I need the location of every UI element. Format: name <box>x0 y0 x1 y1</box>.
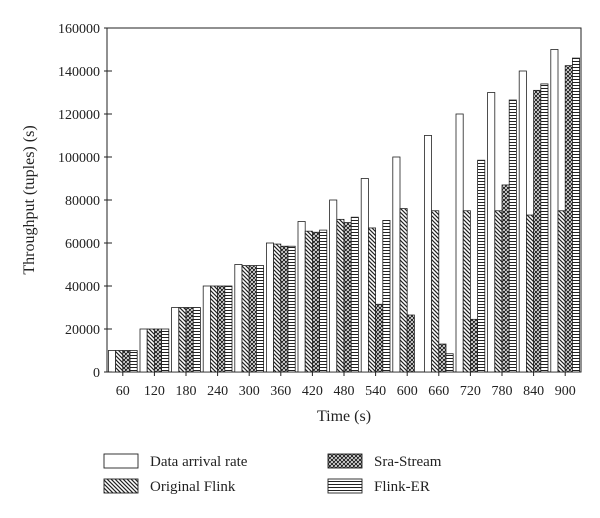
y-tick-label: 80000 <box>65 194 100 209</box>
x-tick-label: 60 <box>116 384 130 399</box>
bar-sra-stream-120 <box>153 328 162 373</box>
bar-original-flink-60 <box>115 350 124 373</box>
legend-swatch-data-arrival-rate <box>103 453 139 469</box>
y-tick-label: 20000 <box>65 323 100 338</box>
bar-data-arrival-rate-780 <box>487 92 496 373</box>
bar-original-flink-600 <box>399 208 408 373</box>
bar-flink-er-540 <box>382 220 391 373</box>
legend-label-data-arrival-rate: Data arrival rate <box>150 454 248 470</box>
bar-sra-stream-240 <box>217 285 226 373</box>
legend: Data arrival rate Sra-Stream Original Flin… <box>103 453 442 495</box>
x-tick-label: 600 <box>397 384 418 399</box>
x-tick-label: 900 <box>555 384 576 399</box>
bar-data-arrival-rate-720 <box>455 113 464 373</box>
bar-original-flink-240 <box>209 285 218 373</box>
legend-label-original-flink: Original Flink <box>150 479 236 495</box>
bar-sra-stream-840 <box>533 89 542 373</box>
bar-sra-stream-300 <box>248 265 257 373</box>
bar-data-arrival-rate-180 <box>171 307 180 373</box>
y-tick-label: 120000 <box>58 108 100 123</box>
bar-sra-stream-660 <box>438 343 447 373</box>
bar-sra-stream-720 <box>469 318 478 373</box>
bar-original-flink-900 <box>557 210 566 373</box>
x-tick-label: 180 <box>176 384 197 399</box>
bar-original-flink-120 <box>146 328 155 373</box>
x-tick-label: 780 <box>492 384 513 399</box>
bar-flink-er-900 <box>572 57 581 373</box>
bar-flink-er-480 <box>350 216 359 373</box>
bar-data-arrival-rate-480 <box>329 199 338 373</box>
bar-flink-er-60 <box>129 350 138 373</box>
bar-flink-er-360 <box>287 245 296 373</box>
bar-sra-stream-420 <box>311 231 320 373</box>
bar-flink-er-420 <box>319 229 328 373</box>
bar-sra-stream-480 <box>343 222 352 373</box>
bar-original-flink-480 <box>336 218 345 373</box>
bar-data-arrival-rate-660 <box>423 135 432 373</box>
bar-data-arrival-rate-120 <box>139 328 148 373</box>
bar-sra-stream-180 <box>185 307 194 373</box>
legend-swatch-sra-stream <box>327 453 363 469</box>
bar-flink-er-300 <box>255 265 264 373</box>
y-axis-title: Throughput (tuples) (s) <box>21 125 38 274</box>
bar-original-flink-420 <box>304 230 313 373</box>
bar-data-arrival-rate-420 <box>297 221 306 373</box>
x-tick-label: 840 <box>523 384 544 399</box>
bar-flink-er-240 <box>224 285 233 373</box>
bar-data-arrival-rate-540 <box>360 178 369 373</box>
x-tick-label: 360 <box>270 384 291 399</box>
bar-original-flink-660 <box>431 210 440 373</box>
legend-swatch-flink-er <box>327 478 363 494</box>
y-tick-label: 140000 <box>58 65 100 80</box>
bar-original-flink-300 <box>241 265 250 373</box>
x-tick-label: 480 <box>334 384 355 399</box>
bar-data-arrival-rate-240 <box>202 285 211 373</box>
y-tick-label: 100000 <box>58 151 100 166</box>
bar-sra-stream-540 <box>375 303 384 373</box>
bar-sra-stream-780 <box>501 184 510 373</box>
x-tick-label: 240 <box>207 384 228 399</box>
y-tick-label: 40000 <box>65 280 100 295</box>
bar-sra-stream-360 <box>280 245 289 373</box>
legend-label-flink-er: Flink-ER <box>374 479 430 495</box>
legend-swatch-original-flink <box>103 478 139 494</box>
bar-data-arrival-rate-900 <box>550 49 559 373</box>
bar-flink-er-180 <box>192 307 201 373</box>
legend-label-sra-stream: Sra-Stream <box>374 454 442 470</box>
bar-original-flink-540 <box>367 227 376 373</box>
bar-data-arrival-rate-60 <box>108 350 117 373</box>
x-tick-label: 720 <box>460 384 481 399</box>
bar-sra-stream-60 <box>122 350 131 373</box>
bar-flink-er-120 <box>161 328 170 373</box>
bar-data-arrival-rate-360 <box>265 242 274 373</box>
x-tick-label: 420 <box>302 384 323 399</box>
x-tick-label: 660 <box>428 384 449 399</box>
bar-original-flink-780 <box>494 210 503 373</box>
bar-flink-er-780 <box>508 99 517 373</box>
bar-flink-er-660 <box>445 353 454 373</box>
y-tick-label: 0 <box>93 366 100 381</box>
bar-original-flink-180 <box>178 307 187 373</box>
y-tick-label: 60000 <box>65 237 100 252</box>
bar-flink-er-840 <box>540 83 549 373</box>
bar-data-arrival-rate-300 <box>234 264 243 373</box>
bar-original-flink-720 <box>462 210 471 373</box>
bar-sra-stream-900 <box>564 65 573 373</box>
x-tick-label: 120 <box>144 384 165 399</box>
x-tick-label: 300 <box>239 384 260 399</box>
bar-flink-er-720 <box>477 159 486 373</box>
bar-sra-stream-600 <box>406 314 415 373</box>
x-axis-title: Time (s) <box>317 408 371 425</box>
y-tick-label: 160000 <box>58 22 100 37</box>
bar-data-arrival-rate-600 <box>392 156 401 373</box>
bar-data-arrival-rate-840 <box>518 70 527 373</box>
bar-original-flink-840 <box>526 214 535 373</box>
bar-original-flink-360 <box>273 243 282 373</box>
x-tick-label: 540 <box>365 384 386 399</box>
